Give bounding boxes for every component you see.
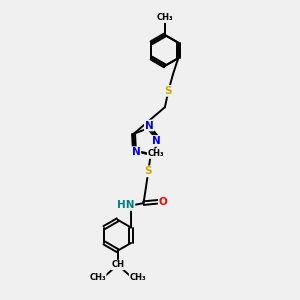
Text: HN: HN <box>117 200 134 210</box>
Text: CH₃: CH₃ <box>157 13 173 22</box>
Text: O: O <box>159 197 167 207</box>
Text: CH: CH <box>111 260 124 269</box>
Text: S: S <box>165 86 172 96</box>
Text: S: S <box>145 166 152 176</box>
Text: CH₃: CH₃ <box>148 149 164 158</box>
Text: CH₃: CH₃ <box>89 273 106 282</box>
Text: N: N <box>145 121 154 130</box>
Text: CH₃: CH₃ <box>130 273 146 282</box>
Text: N: N <box>152 136 161 146</box>
Text: N: N <box>132 147 140 157</box>
